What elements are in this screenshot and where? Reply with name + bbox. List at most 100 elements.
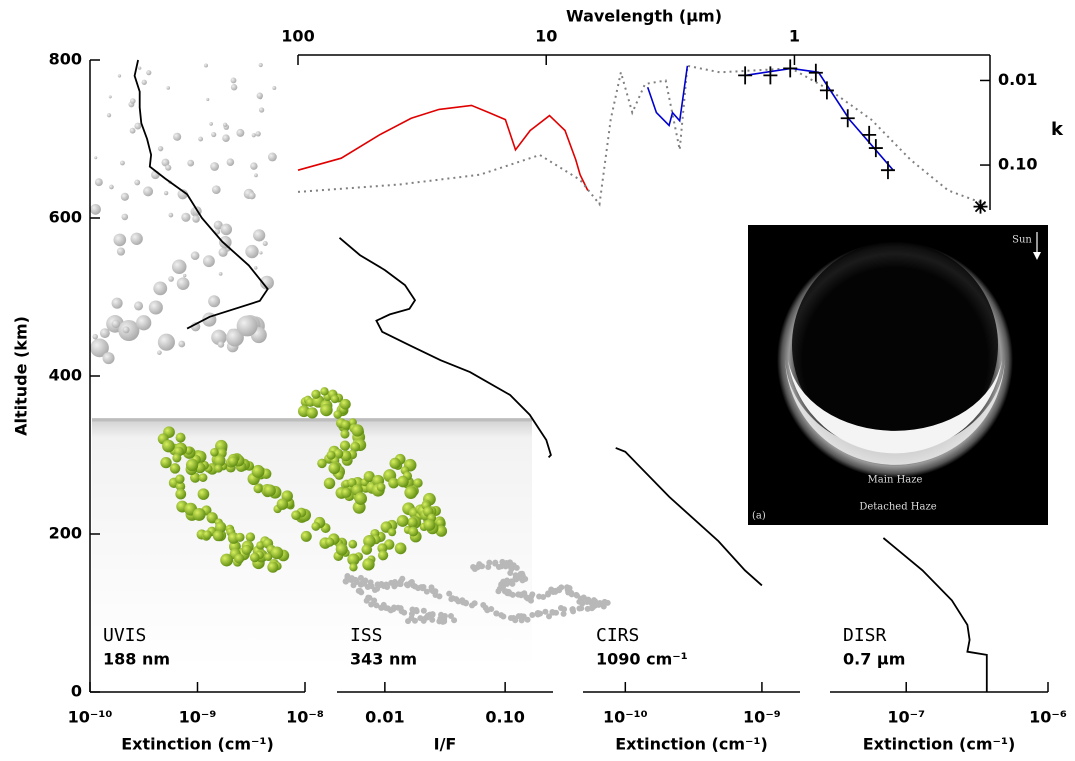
shadow-particle <box>493 610 500 617</box>
y-tick-label: 200 <box>49 524 82 543</box>
data-point <box>763 66 778 85</box>
shadow-particle <box>534 611 541 618</box>
aggregate-particle <box>404 486 418 500</box>
profile-line <box>882 537 988 692</box>
floor-plane <box>92 418 532 668</box>
shadow-particle <box>403 581 410 588</box>
aggregate-particle <box>330 394 340 404</box>
aggregate-particle <box>333 410 343 419</box>
x-tick-label: 10⁻¹⁰ <box>603 708 648 727</box>
particle <box>254 266 258 270</box>
titan-disk <box>792 242 998 448</box>
particle <box>136 315 152 331</box>
particle <box>230 77 237 84</box>
aggregate-particle <box>328 462 341 475</box>
particle <box>220 223 233 236</box>
aggregate-particle <box>363 470 375 483</box>
shadow-particle <box>569 606 576 613</box>
shadow-particle <box>423 588 430 595</box>
x-axis-title: Extinction (cm⁻¹) <box>121 735 274 754</box>
shadow-particle <box>471 600 478 607</box>
shadow-particle <box>480 602 487 609</box>
x-axis-title: Wavelength (μm) <box>566 7 722 26</box>
particle <box>226 158 235 166</box>
aggregate-particle <box>197 488 210 500</box>
shadow-particle <box>447 612 454 619</box>
aggregate-particle <box>323 477 336 489</box>
y-axis-title: Altitude (km) <box>12 316 31 436</box>
shadow-particle <box>506 590 513 597</box>
data-point <box>973 199 988 214</box>
aggregate-particle <box>388 477 399 489</box>
shadow-particle <box>432 588 439 595</box>
aggregate-particle <box>245 532 256 542</box>
x-tick-label: 10⁻⁸ <box>286 708 324 727</box>
shadow-particle <box>549 609 556 616</box>
shadow-particle <box>529 612 536 619</box>
particle <box>192 215 200 223</box>
particle <box>177 189 188 200</box>
particle <box>190 321 201 332</box>
particle <box>121 213 129 221</box>
shadow-particle <box>529 591 536 598</box>
main-haze-label: Main Haze <box>868 475 923 486</box>
particle <box>116 247 126 256</box>
particle <box>90 338 109 358</box>
particle <box>171 259 187 275</box>
shadow-particle <box>508 566 515 573</box>
aggregate-particle <box>160 456 172 469</box>
aggregate-particle <box>387 528 397 537</box>
profile-line <box>133 59 269 330</box>
particle <box>129 127 136 134</box>
shadow-particle <box>408 615 415 622</box>
particle <box>230 84 238 91</box>
shadow-particle <box>485 563 492 570</box>
y-tick-label: 0.10 <box>998 155 1037 174</box>
aggregate-particle <box>349 563 358 572</box>
shadow-particle <box>600 603 607 610</box>
aggregate-particle <box>340 429 350 439</box>
shadow-particle <box>542 608 549 615</box>
particle <box>134 301 144 311</box>
aggregate-particle <box>264 553 273 562</box>
particle <box>219 236 232 249</box>
aggregate-particle <box>320 387 329 396</box>
x-tick-label: 100 <box>281 27 314 46</box>
particle <box>187 159 195 167</box>
aggregate-particle <box>436 518 445 528</box>
panel-sublabel: 0.7 μm <box>843 650 905 669</box>
shadow-particle <box>368 601 375 608</box>
sun-label: Sun <box>1012 235 1032 246</box>
particle <box>176 277 190 290</box>
x-tick-label: 10⁻⁹ <box>179 708 217 727</box>
aggregate-particle <box>389 457 401 469</box>
panel-label: (a) <box>752 511 766 522</box>
particle <box>253 229 266 242</box>
spectrum-line <box>297 64 986 207</box>
particle <box>120 160 125 166</box>
aggregate-particle <box>214 521 227 533</box>
particle <box>222 122 228 128</box>
shadow-particle <box>492 560 499 567</box>
x-tick-label: 0.10 <box>485 708 524 727</box>
shadow-particle <box>519 577 526 584</box>
aggregate-particle <box>253 484 263 494</box>
aggregate-particle <box>306 407 318 419</box>
particle <box>168 276 174 282</box>
aggregate-particle <box>220 553 234 567</box>
shadow-particle <box>604 599 611 606</box>
aggregate-particle <box>354 492 368 505</box>
illustration <box>90 62 611 668</box>
aggregate-particle <box>175 481 186 492</box>
aggregate-particle <box>235 532 245 542</box>
panel-label: DISR <box>843 625 887 646</box>
y-tick-label: 0 <box>71 682 82 701</box>
aggregate-particle <box>212 530 224 542</box>
aggregate-particle <box>333 448 344 459</box>
aggregate-particle <box>325 537 335 547</box>
aggregate-particle <box>249 552 260 563</box>
aggregate-particle <box>320 403 333 417</box>
aggregate-particle <box>397 475 409 488</box>
aggregate-particle <box>210 447 219 457</box>
shadow-particle <box>449 595 456 602</box>
